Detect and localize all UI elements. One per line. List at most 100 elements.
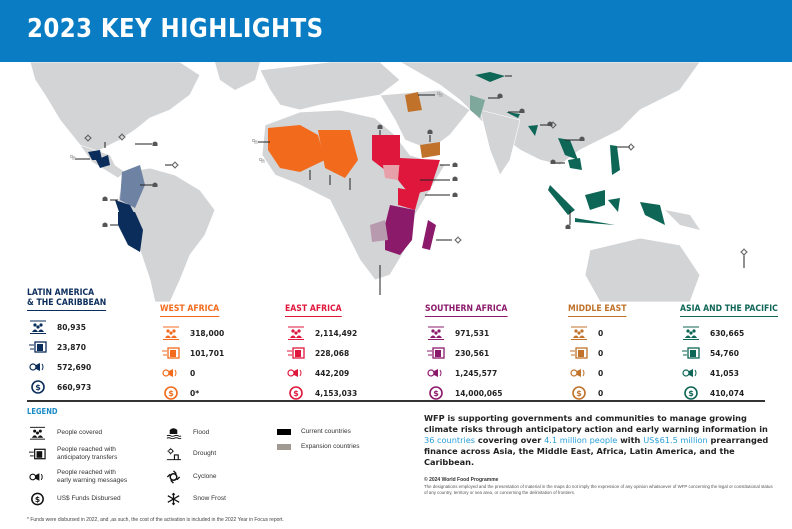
highlight-people: 4.1 million people xyxy=(544,435,618,445)
region-title: SOUTHERN AFRICA xyxy=(425,304,508,317)
country-indonesia-java xyxy=(575,218,615,225)
country-south-sudan xyxy=(383,165,400,180)
people-icon xyxy=(27,319,49,335)
stat-value: 80,935 xyxy=(57,322,86,332)
stat-list: 0 0 0 $ 0 xyxy=(568,323,636,403)
stat-value: 14,000,065 xyxy=(455,388,503,398)
country-honduras xyxy=(96,155,110,168)
stat-funds-disbursed: $ 0 xyxy=(568,383,636,403)
stat-early-warning: 0 xyxy=(568,363,636,383)
legend-item-expansion-countries: Expansion countries xyxy=(277,443,360,451)
stat-people-covered: 318,000 xyxy=(160,323,229,343)
legend-item-funds: $ US$ Funds Disbursed xyxy=(27,491,121,507)
stat-early-warning: 41,053 xyxy=(680,363,792,383)
stat-value: 660,973 xyxy=(57,382,92,392)
stat-list: 630,665 54,760 41,053 $ 410,074 xyxy=(680,323,792,403)
stat-list: 971,531 230,561 1,245,577 $ 14,000,065 xyxy=(425,323,521,403)
stat-value: 0 xyxy=(598,388,604,398)
svg-text:$: $ xyxy=(433,389,439,398)
stat-funds-disbursed: $ 14,000,065 xyxy=(425,383,521,403)
country-kyrgyzstan xyxy=(475,72,505,82)
summary-part: WFP is supporting governments and commun… xyxy=(424,413,768,434)
region-southern-africa: SOUTHERN AFRICA 971,531 230,561 1,245,57… xyxy=(425,298,521,403)
cash-transfer-icon xyxy=(160,345,182,361)
section-divider xyxy=(27,400,765,402)
country-colombia xyxy=(120,165,145,208)
country-indonesia-sulawesi xyxy=(608,198,620,212)
country-ethiopia-somalia xyxy=(398,158,440,195)
legend-label: Current countries xyxy=(301,428,351,435)
legend-label: Expansion countries xyxy=(301,443,360,450)
early-warning-icon xyxy=(27,359,49,375)
country-guatemala xyxy=(88,150,102,160)
disclaimer: The designations employed and the presen… xyxy=(424,484,773,495)
world-map xyxy=(0,62,792,302)
stat-value: 1,245,577 xyxy=(455,368,498,378)
stat-anticipatory-transfers: 101,701 xyxy=(160,343,229,363)
legend-item-current-countries: Current countries xyxy=(277,428,351,436)
legend-label: Flood xyxy=(193,429,210,436)
dollar-icon: $ xyxy=(568,385,590,401)
stat-value: 318,000 xyxy=(190,328,225,338)
region-title: EAST AFRICA xyxy=(285,304,342,317)
legend-label: Cyclone xyxy=(193,473,217,480)
stat-value: 971,531 xyxy=(455,328,490,338)
stat-anticipatory-transfers: 228,068 xyxy=(285,343,357,363)
early-warning-icon xyxy=(160,365,182,381)
current-countries-swatch xyxy=(277,429,291,435)
country-zambia xyxy=(370,220,388,242)
stat-early-warning: 442,209 xyxy=(285,363,357,383)
stat-value: 0 xyxy=(598,348,604,358)
legend-label-line1: People reached with xyxy=(57,469,116,476)
map-svg xyxy=(0,62,792,302)
stat-anticipatory-transfers: 23,870 xyxy=(27,337,119,357)
legend-label: Drought xyxy=(193,450,217,457)
people-icon xyxy=(568,325,590,341)
drought-icon xyxy=(163,446,183,462)
legend-item-flood: Flood xyxy=(163,425,209,441)
country-indonesia-borneo xyxy=(585,190,605,210)
legend-item-snow-frost: Snow Frost xyxy=(163,491,226,507)
stat-value: 572,690 xyxy=(57,362,92,372)
region-middle-east: MIDDLE EAST 0 0 0 $ 0 xyxy=(568,298,636,403)
svg-text:$: $ xyxy=(688,389,694,398)
summary-part: prearranged finance across Asia, the Mid… xyxy=(424,435,769,467)
svg-text:$: $ xyxy=(35,383,41,392)
dollar-icon: $ xyxy=(285,385,307,401)
country-cambodia xyxy=(568,158,582,170)
stat-value: 2,114,492 xyxy=(315,328,358,338)
snow-frost-icon xyxy=(163,491,183,507)
stat-list: 318,000 101,701 0 $ 0* xyxy=(160,323,229,403)
legend-label-line2: anticipatory transfers xyxy=(57,454,118,461)
people-icon xyxy=(285,325,307,341)
dollar-icon: $ xyxy=(160,385,182,401)
cyclone-icon xyxy=(163,469,183,485)
legend-label: Snow Frost xyxy=(193,495,226,502)
country-ecuador xyxy=(115,200,135,215)
early-warning-icon xyxy=(425,365,447,381)
region-west-africa-2 xyxy=(318,130,358,178)
svg-text:$: $ xyxy=(34,495,39,504)
early-warning-icon xyxy=(285,365,307,381)
dollar-icon: $ xyxy=(425,385,447,401)
cash-transfer-icon xyxy=(27,339,49,355)
region-title-line1: LATIN AMERICA xyxy=(27,288,95,298)
legend-item-drought: Drought xyxy=(163,446,216,462)
stat-value: 41,053 xyxy=(710,368,739,378)
region-west-africa: WEST AFRICA 318,000 101,701 0 $ 0* xyxy=(160,298,229,403)
legend-item-early-warning: People reached with early warning message… xyxy=(27,469,127,485)
legend-label: People reached with early warning message… xyxy=(57,469,127,485)
stat-anticipatory-transfers: 0 xyxy=(568,343,636,363)
stat-value: 4,153,033 xyxy=(315,388,358,398)
footnote: * Funds were disbursed in 2022, and ,as … xyxy=(27,517,284,523)
dollar-icon: $ xyxy=(680,385,702,401)
country-peru xyxy=(118,212,143,252)
stat-people-covered: 630,665 xyxy=(680,323,792,343)
region-title: ASIA AND THE PACIFIC xyxy=(680,304,778,317)
country-pakistan xyxy=(470,95,485,118)
early-warning-icon xyxy=(27,469,47,485)
stat-value: 228,068 xyxy=(315,348,350,358)
region-southern-africa xyxy=(385,205,415,255)
stat-value: 630,665 xyxy=(710,328,745,338)
legend-item-transfers: People reached with anticipatory transfer… xyxy=(27,446,117,462)
